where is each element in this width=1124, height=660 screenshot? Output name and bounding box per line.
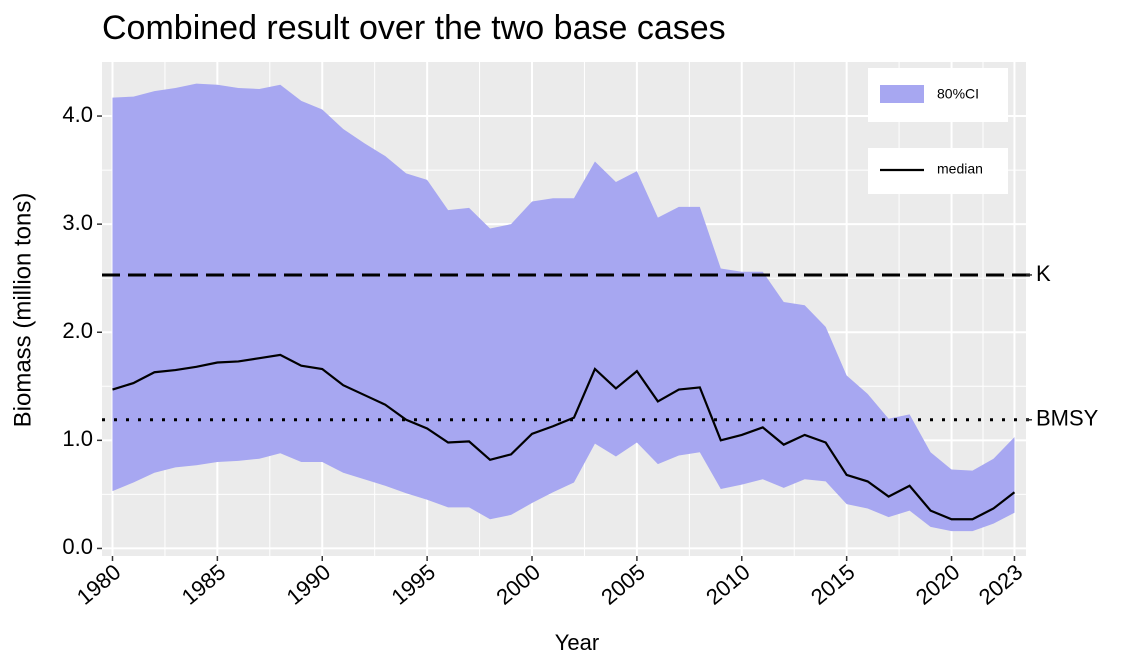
x-tick-label: 1980 xyxy=(72,559,126,610)
x-tick-label: 2000 xyxy=(491,559,545,610)
x-tick-label: 1990 xyxy=(282,559,336,610)
x-tick-label: 2015 xyxy=(806,559,860,610)
y-tick-label: 0.0 xyxy=(62,534,93,559)
reference-label: K xyxy=(1036,261,1051,286)
y-tick-label: 4.0 xyxy=(62,102,93,127)
x-tick-label: 2023 xyxy=(974,559,1028,610)
y-tick-label: 1.0 xyxy=(62,426,93,451)
x-tick-label: 1985 xyxy=(177,559,231,610)
chart-title: Combined result over the two base cases xyxy=(102,9,726,47)
x-tick-label: 2005 xyxy=(596,559,650,610)
median-line xyxy=(112,353,1016,521)
reference-label: BMSY xyxy=(1036,406,1099,431)
x-tick-label: 1995 xyxy=(387,559,441,610)
y-tick-label: 2.0 xyxy=(62,318,93,343)
x-tick-label: 2010 xyxy=(701,559,755,610)
legend-key xyxy=(880,85,924,103)
x-axis-label: Year xyxy=(555,630,599,655)
x-tick-label: 2020 xyxy=(911,559,965,610)
legend-label: 80%CI xyxy=(937,86,979,102)
legend-label: median xyxy=(937,161,983,177)
y-tick-label: 3.0 xyxy=(62,210,93,235)
y-axis-label: Biomass (million tons) xyxy=(9,193,36,428)
